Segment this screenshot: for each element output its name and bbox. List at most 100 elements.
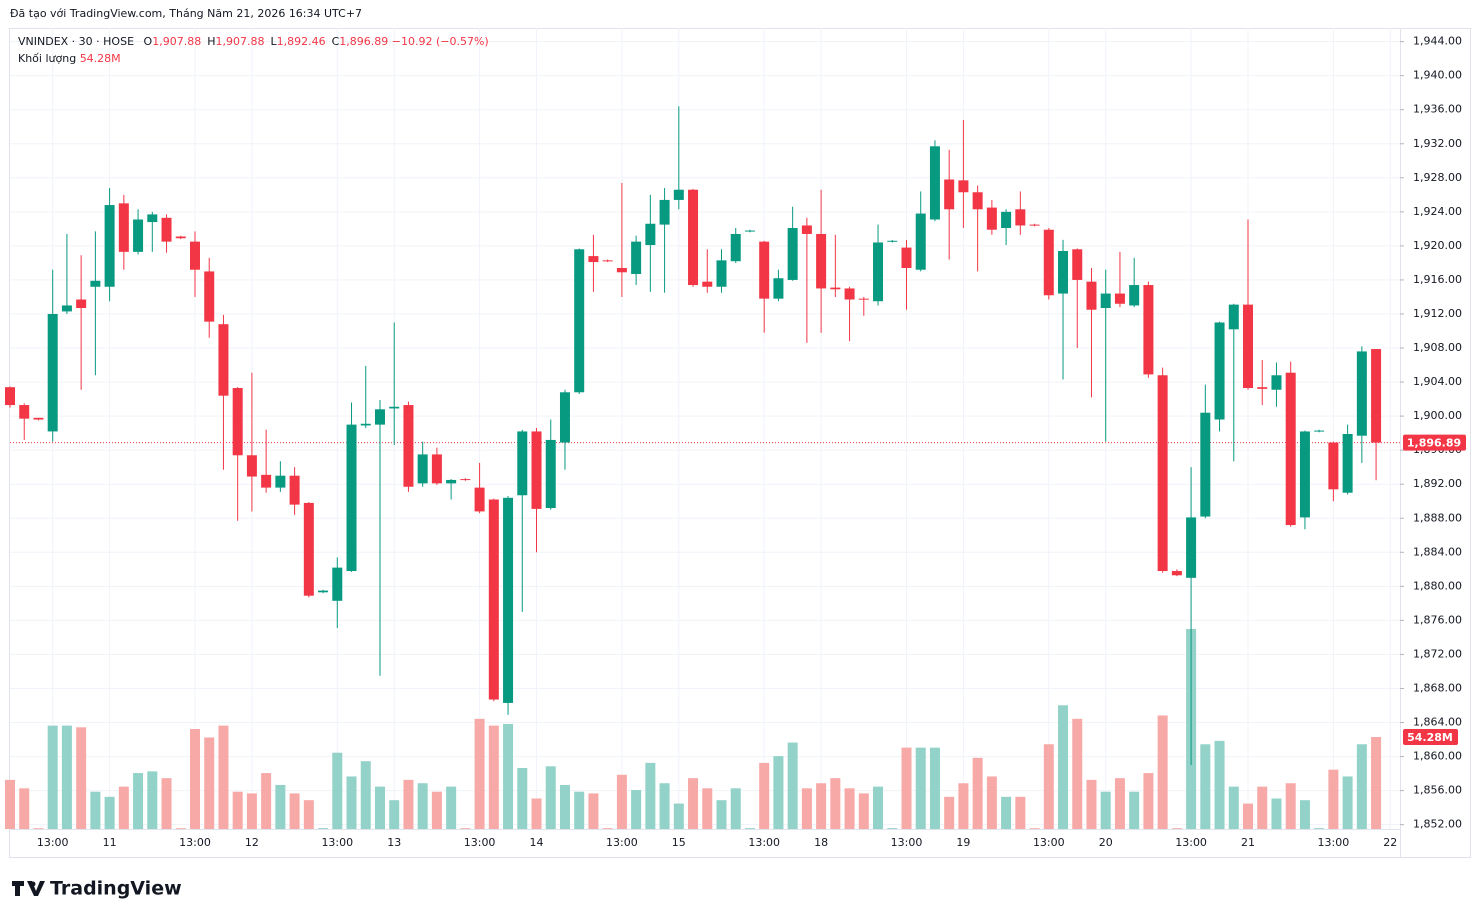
volume-bar <box>1143 773 1154 829</box>
volume-bar <box>446 786 457 829</box>
candles <box>5 106 1382 766</box>
volume-bar <box>76 727 87 829</box>
candle-body <box>588 256 599 263</box>
volume-bar <box>90 791 101 829</box>
x-tick-label: 11 <box>103 836 117 849</box>
created-note: Đã tạo với TradingView.com, Tháng Năm 21… <box>10 7 362 20</box>
candle-body <box>1342 433 1353 493</box>
volume-bar <box>1228 786 1239 829</box>
volume-bar <box>1285 783 1296 829</box>
candle-body <box>147 214 158 223</box>
volume-bar <box>218 725 229 829</box>
volume-bar <box>275 784 286 829</box>
candle-body <box>958 180 969 193</box>
x-tick-label: 21 <box>1241 836 1255 849</box>
volume-bar <box>488 725 499 829</box>
y-tick-label: 1,852.00 <box>1413 818 1462 831</box>
volume-bar <box>1029 828 1040 829</box>
volume-bar <box>602 828 613 829</box>
candle-body <box>559 392 570 443</box>
candle-body <box>1129 285 1140 306</box>
y-tick-label: 1,864.00 <box>1413 716 1462 729</box>
candle-body <box>1200 412 1211 517</box>
candle-body <box>33 417 44 420</box>
candle-body <box>346 424 357 572</box>
volume-bar <box>232 791 243 829</box>
y-tick-label: 1,940.00 <box>1413 69 1462 82</box>
candle-body <box>1371 349 1382 443</box>
candle-body <box>1299 431 1310 518</box>
legend-key: O <box>144 35 153 48</box>
volume-bar <box>986 776 997 829</box>
volume-bar <box>702 788 713 829</box>
candle-body <box>5 387 15 406</box>
candle-body <box>1328 442 1339 490</box>
volume-bar <box>133 773 144 829</box>
y-tick-label: 1,868.00 <box>1413 681 1462 694</box>
volume-bar <box>1171 828 1182 829</box>
x-tick-label: 13:00 <box>37 836 69 849</box>
volume-bar <box>844 788 855 829</box>
volume-bar <box>161 778 172 829</box>
candle-body <box>858 298 869 300</box>
candle-body <box>332 567 343 601</box>
candle-body <box>460 479 471 481</box>
volume-bar <box>1200 744 1211 829</box>
candle-body <box>787 228 798 280</box>
legend-value: 1,907.88 <box>152 35 201 48</box>
y-tick-label: 1,904.00 <box>1413 375 1462 388</box>
grid: 1,852.00 1,856.00 1,860.00 1,864.00 1,868.00… <box>10 28 1462 849</box>
x-tick-label: 20 <box>1099 836 1113 849</box>
volume-bar <box>773 756 784 829</box>
volume-bar <box>417 783 428 829</box>
volume-bar <box>787 742 798 829</box>
volume-bar <box>545 766 556 829</box>
volume-bar <box>175 828 186 829</box>
volume-bar <box>1314 828 1325 829</box>
volume-bar <box>332 752 343 829</box>
volume-bar <box>47 725 58 829</box>
candle-body <box>574 249 585 393</box>
y-tick-label: 1,908.00 <box>1413 341 1462 354</box>
x-tick-label: 13:00 <box>891 836 923 849</box>
volume-bar <box>901 747 912 829</box>
candle-body <box>374 409 385 425</box>
volume-bar <box>1299 800 1310 829</box>
volume-bar <box>460 828 471 829</box>
candle-body <box>1285 372 1296 526</box>
candle-body <box>1314 430 1325 432</box>
ohlc: O1,907.88 H1,907.88 L1,892.46 C1,896.89 <box>144 35 389 48</box>
candle-body <box>531 431 542 509</box>
logo-icon <box>12 881 45 896</box>
candle-body <box>1143 285 1154 375</box>
volume-bar <box>1271 798 1282 829</box>
volume-bar <box>858 793 869 829</box>
x-tick-label: 18 <box>814 836 828 849</box>
candle-body <box>929 146 940 220</box>
y-tick-label: 1,928.00 <box>1413 171 1462 184</box>
x-tick-label: 13:00 <box>179 836 211 849</box>
volume-bar <box>944 796 955 829</box>
candle-body <box>1228 304 1239 330</box>
candle-body <box>488 499 499 700</box>
volume-bar <box>559 784 570 829</box>
y-tick-label: 1,912.00 <box>1413 307 1462 320</box>
candle-body <box>659 199 670 225</box>
volume-bar <box>659 783 670 829</box>
volume-bar <box>1015 796 1026 829</box>
volume-bar <box>958 783 969 829</box>
candle-body <box>446 479 457 484</box>
volume-value: 54.28M <box>80 52 121 65</box>
x-tick-label: 22 <box>1383 836 1397 849</box>
volume-bar <box>531 798 542 829</box>
volume-bar <box>1214 740 1225 829</box>
y-tick-label: 1,936.00 <box>1413 103 1462 116</box>
candle-body <box>175 236 186 239</box>
candle-body <box>1100 293 1111 309</box>
candle-body <box>602 260 613 262</box>
candle-body <box>645 223 656 246</box>
volume-bar <box>588 793 599 829</box>
volume-bar <box>887 828 898 829</box>
x-tick-label: 19 <box>956 836 970 849</box>
candle-body <box>702 281 713 287</box>
